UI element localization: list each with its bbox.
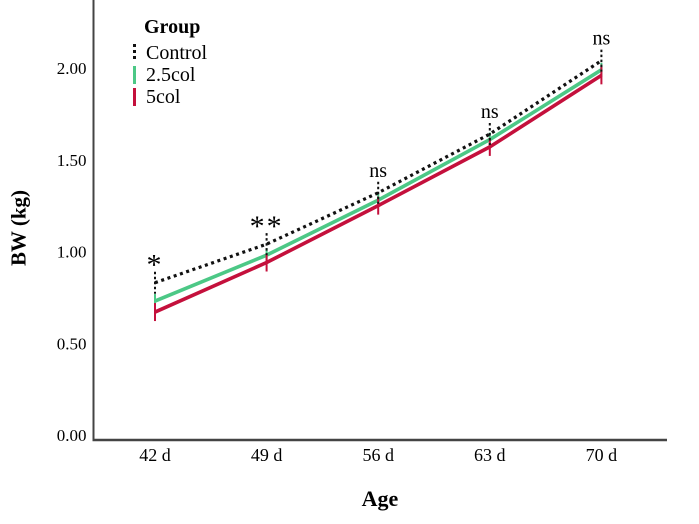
y-tick-label: 2.00 [57, 59, 87, 78]
legend-item-5col: 5col [133, 86, 207, 108]
y-tick-label: 0.50 [57, 334, 87, 353]
x-tick-label: 70 d [586, 445, 618, 465]
legend-label: 5col [146, 85, 181, 108]
significance-annotation: ns [481, 101, 499, 123]
x-tick-label: 63 d [474, 445, 506, 465]
legend-swatch-5col [133, 88, 136, 106]
significance-annotation: * [147, 249, 164, 282]
legend-items: Control 2.5col 5col [133, 42, 207, 108]
legend: Group Control 2.5col 5col [133, 16, 207, 108]
x-tick-label: 49 d [251, 445, 283, 465]
significance-annotation: ns [369, 160, 387, 182]
x-axis-title: Age [361, 486, 399, 511]
legend-label: 2.5col [146, 63, 196, 86]
y-tick-label: 1.00 [57, 243, 87, 262]
significance-annotation: ns [593, 28, 611, 50]
significance-annotation: ** [250, 210, 284, 243]
x-tick-label: 56 d [362, 445, 394, 465]
legend-swatch-Control [133, 44, 136, 62]
series-line-5col [154, 73, 603, 314]
legend-title: Group [144, 16, 201, 38]
y-tick-label: 1.50 [57, 151, 87, 170]
series-line-2.5col [154, 68, 603, 303]
legend-item-Control: Control [133, 42, 207, 64]
series-line-Control [154, 59, 603, 285]
y-axis-title: BW (kg) [6, 189, 31, 267]
y-tick-label: 0.00 [57, 426, 87, 445]
legend-swatch-2.5col [133, 66, 136, 84]
legend-label: Control [146, 41, 208, 64]
legend-item-2.5col: 2.5col [133, 64, 207, 86]
x-tick-label: 42 d [139, 445, 171, 465]
